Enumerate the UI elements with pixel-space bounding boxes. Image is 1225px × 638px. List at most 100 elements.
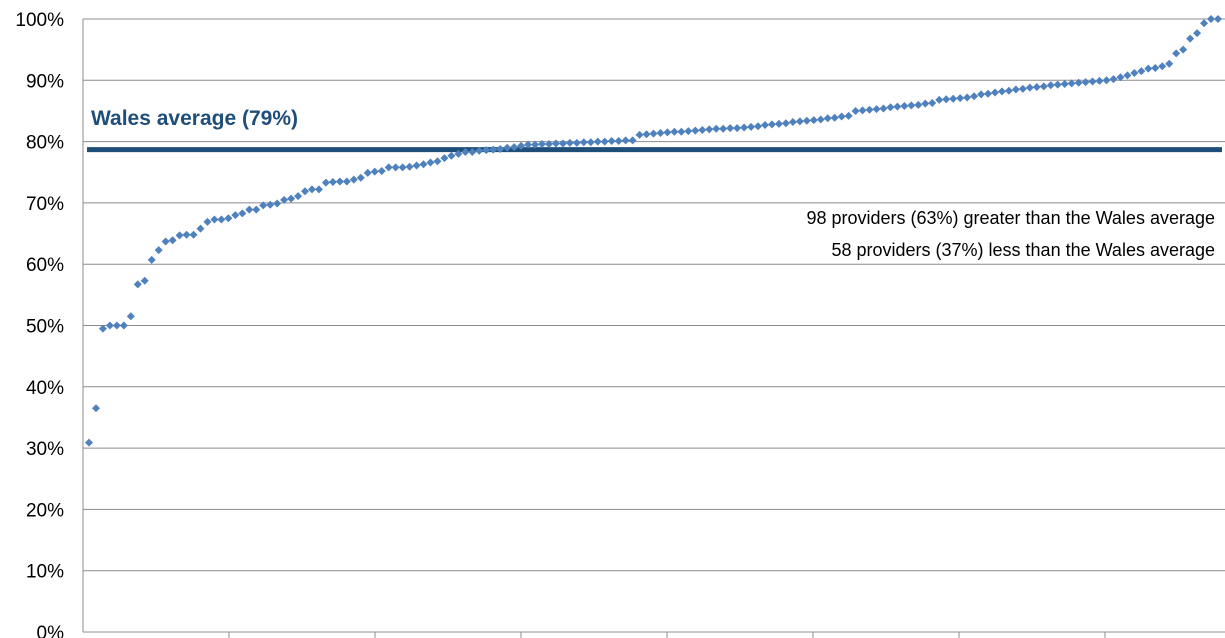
data-point [133, 280, 142, 289]
data-point [1004, 86, 1013, 95]
data-point [1011, 85, 1020, 94]
data-point [1172, 49, 1181, 58]
data-point [956, 94, 965, 103]
data-point [301, 187, 310, 196]
data-point [691, 126, 700, 135]
data-point [161, 237, 170, 246]
data-point [781, 119, 790, 128]
data-point [963, 93, 972, 102]
data-point [510, 143, 519, 152]
data-point [524, 140, 533, 149]
data-point [1088, 77, 1097, 86]
gridlines [83, 18, 1225, 572]
y-tick-label: 40% [26, 378, 64, 399]
data-point [1039, 82, 1048, 91]
annotation-less: 58 providers (37%) less than the Wales a… [831, 240, 1215, 260]
data-point [1081, 78, 1090, 87]
data-point [572, 138, 581, 147]
data-point [1165, 59, 1174, 68]
data-point [140, 276, 149, 285]
data-point [837, 112, 846, 121]
data-point [990, 88, 999, 97]
data-point [238, 209, 247, 218]
data-point [1158, 62, 1167, 71]
data-point [517, 141, 526, 150]
data-point [266, 200, 275, 209]
data-point [600, 137, 609, 146]
data-point [1123, 71, 1132, 80]
data-point [921, 99, 930, 108]
data-point [844, 111, 853, 120]
data-point [586, 138, 595, 147]
data-point [649, 129, 658, 138]
data-point [698, 125, 707, 134]
data-point [1116, 73, 1125, 82]
data-point [1144, 64, 1153, 73]
data-point [1018, 84, 1027, 93]
data-point [984, 89, 993, 98]
data-point [949, 94, 958, 103]
data-point [231, 211, 240, 220]
data-points [85, 15, 1222, 447]
data-point [98, 324, 107, 333]
data-point [670, 127, 679, 136]
y-tick-label: 80% [26, 133, 64, 154]
y-tick-label: 100% [15, 10, 64, 31]
data-point [1130, 68, 1139, 77]
data-point [977, 90, 986, 99]
data-point [217, 215, 226, 224]
data-point [280, 195, 289, 204]
data-point [370, 167, 379, 176]
data-point [189, 230, 198, 239]
data-point [677, 127, 686, 136]
y-tick-label: 70% [26, 194, 64, 215]
data-point [865, 105, 874, 114]
y-tick-label: 90% [26, 71, 64, 92]
y-tick-label: 30% [26, 439, 64, 460]
data-point [356, 173, 365, 182]
data-point [997, 87, 1006, 96]
data-point [823, 114, 832, 123]
data-point [942, 95, 951, 104]
data-point [1137, 67, 1146, 76]
data-point [85, 438, 93, 447]
data-point [970, 92, 979, 101]
data-point [1193, 29, 1202, 38]
data-point [767, 120, 776, 129]
y-tick-label: 50% [26, 317, 64, 338]
data-point [398, 163, 407, 172]
data-point [1186, 34, 1195, 43]
annotation-greater: 98 providers (63%) greater than the Wale… [806, 208, 1215, 228]
data-point [1102, 76, 1111, 85]
data-point [154, 246, 163, 255]
data-point [614, 136, 623, 145]
data-point [328, 178, 337, 187]
data-point [168, 236, 177, 245]
data-point [761, 121, 770, 130]
data-point [893, 102, 902, 111]
data-point [105, 321, 114, 330]
data-point [754, 122, 763, 131]
data-point [537, 140, 546, 149]
data-point [788, 117, 797, 126]
data-point [391, 163, 400, 172]
data-point [252, 205, 261, 214]
data-point [558, 139, 567, 148]
data-point [1179, 45, 1188, 54]
data-point [1025, 83, 1034, 92]
data-point [273, 199, 282, 208]
data-point [663, 128, 672, 137]
data-point [203, 217, 212, 226]
data-point [830, 113, 839, 122]
wales-average-label: Wales average (79%) [91, 107, 298, 130]
data-point [565, 138, 574, 147]
y-tick-label: 0% [37, 623, 65, 638]
data-point [503, 143, 512, 152]
data-point [607, 136, 616, 145]
data-point [628, 136, 637, 145]
data-point [1060, 79, 1069, 88]
data-point [126, 312, 135, 321]
data-point [809, 116, 818, 125]
data-point [259, 201, 268, 210]
data-point [656, 129, 665, 138]
